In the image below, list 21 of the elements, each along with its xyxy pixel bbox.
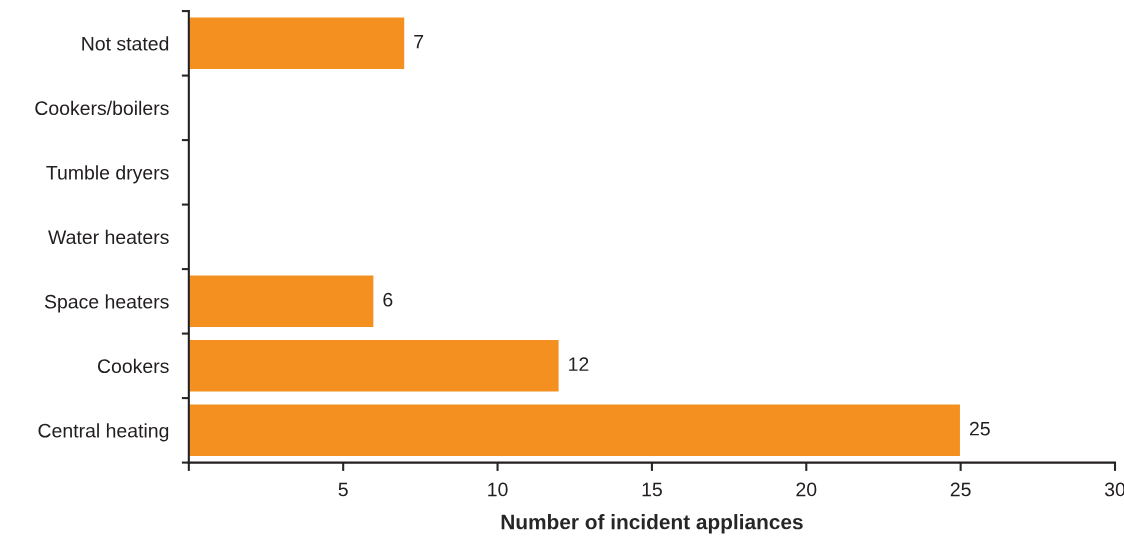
y-tick-label: Space heaters bbox=[44, 294, 169, 313]
bar bbox=[188, 338, 560, 393]
x-tick-label: 25 bbox=[950, 482, 971, 497]
data-label: 7 bbox=[414, 34, 424, 49]
y-tick-label: Tumble dryers bbox=[46, 165, 169, 184]
bar bbox=[188, 16, 406, 71]
bar bbox=[188, 274, 375, 329]
x-axis-title: Number of incident appliances bbox=[501, 514, 803, 534]
y-tick-label: Water heaters bbox=[48, 229, 169, 245]
x-tick-label: 5 bbox=[338, 482, 348, 497]
bar bbox=[188, 403, 962, 458]
y-tick-label: Cookers bbox=[97, 358, 169, 374]
data-label: 25 bbox=[969, 421, 990, 436]
y-tick-label: Central heating bbox=[38, 423, 169, 442]
data-label: 6 bbox=[383, 292, 393, 307]
x-tick-label: 10 bbox=[488, 482, 508, 497]
x-tick-label: 20 bbox=[796, 482, 817, 497]
y-tick-label: Cookers/boilers bbox=[35, 100, 169, 116]
y-tick-label: Not stated bbox=[82, 36, 169, 51]
data-label: 12 bbox=[569, 357, 589, 371]
x-tick-label: 15 bbox=[642, 482, 662, 497]
